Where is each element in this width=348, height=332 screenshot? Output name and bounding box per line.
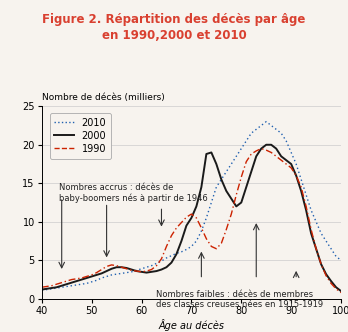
2010 [110,273,114,277]
Legend: 2010, 2000, 1990: 2010, 2000, 1990 [50,113,111,159]
2000 [199,185,204,189]
2000 [339,289,343,293]
1990 [219,241,223,245]
2000 [219,177,223,181]
2010 [40,288,44,292]
2010 [304,193,308,197]
1990 [144,269,149,273]
2000 [264,143,268,147]
1990 [339,290,343,294]
Line: 1990: 1990 [42,149,341,292]
Line: 2010: 2010 [42,122,341,290]
X-axis label: Âge au décès: Âge au décès [158,318,224,331]
2000 [40,288,44,291]
2010 [100,276,104,280]
2010 [144,265,149,269]
2000 [110,267,114,271]
Text: Nombres faibles : décès de membres
des classes creuses nées en 1915-1919: Nombres faibles : décès de membres des c… [157,290,324,309]
2010 [339,258,343,262]
1990 [199,226,204,230]
Text: Figure 2. Répartition des décès par âge
en 1990,2000 et 2010: Figure 2. Répartition des décès par âge … [42,13,306,42]
1990 [40,285,44,289]
1990 [100,268,104,272]
2010 [199,229,204,233]
Text: Nombre de décès (milliers): Nombre de décès (milliers) [42,93,165,102]
2010 [219,177,223,181]
2010 [264,120,268,124]
2000 [304,208,308,212]
1990 [110,263,114,267]
1990 [259,147,263,151]
1990 [304,205,308,208]
Line: 2000: 2000 [42,145,341,291]
Text: Nombres accrus : décès de
baby-boomers nés à partir de 1946: Nombres accrus : décès de baby-boomers n… [59,183,208,203]
2000 [100,271,104,275]
2000 [144,271,149,275]
